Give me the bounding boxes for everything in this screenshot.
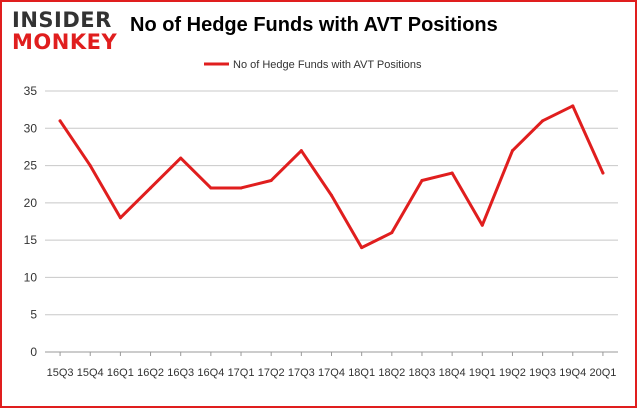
data-point <box>360 246 364 250</box>
x-tick-label: 19Q1 <box>469 367 496 379</box>
y-tick-label: 0 <box>30 345 37 359</box>
legend: No of Hedge Funds with AVT Positions <box>204 59 422 71</box>
logo-line-1: INSIDER <box>12 8 112 32</box>
y-tick-label: 25 <box>24 159 38 173</box>
data-point <box>149 186 153 190</box>
data-point <box>88 164 92 168</box>
y-tick-label: 10 <box>24 270 38 284</box>
data-point <box>420 178 424 182</box>
x-tick-label: 19Q3 <box>529 367 556 379</box>
logo-line-2: MONKEY <box>12 30 118 54</box>
series-group <box>58 104 605 250</box>
x-tick-label: 18Q1 <box>348 367 375 379</box>
y-tick-label: 20 <box>24 196 38 210</box>
x-tick-label: 18Q3 <box>409 367 436 379</box>
data-point <box>179 156 183 160</box>
x-tick-label: 19Q4 <box>559 367 586 379</box>
y-tick-label: 5 <box>30 308 37 322</box>
x-tick-label: 19Q2 <box>499 367 526 379</box>
data-point <box>450 171 454 175</box>
data-point <box>118 216 122 220</box>
x-axis-ticks: 15Q3 15Q4 16Q1 16Q2 16Q3 16Q4 17Q1 17Q2 17Q3 17Q4… <box>47 352 616 379</box>
x-tick-label: 15Q4 <box>77 367 104 379</box>
data-point <box>58 119 62 123</box>
x-tick-label: 17Q2 <box>258 367 285 379</box>
x-tick-label: 16Q4 <box>197 367 224 379</box>
y-axis-ticks: 0 5 10 15 20 25 30 35 <box>24 84 38 359</box>
data-point <box>209 186 213 190</box>
x-tick-label: 17Q3 <box>288 367 315 379</box>
y-tick-label: 35 <box>24 84 38 98</box>
gridlines <box>45 90 618 316</box>
x-tick-label: 16Q1 <box>107 367 134 379</box>
x-tick-label: 18Q2 <box>378 367 405 379</box>
data-point <box>571 104 575 108</box>
x-tick-label: 18Q4 <box>439 367 466 379</box>
chart-title: No of Hedge Funds with AVT Positions <box>130 14 498 36</box>
x-tick-label: 16Q3 <box>167 367 194 379</box>
x-tick-label: 15Q3 <box>47 367 74 379</box>
data-point <box>269 178 273 182</box>
x-tick-label: 17Q1 <box>228 367 255 379</box>
data-point <box>330 193 333 197</box>
data-point <box>299 149 303 153</box>
data-point <box>510 149 514 153</box>
insider-monkey-logo: INSIDER MONKEY <box>12 9 122 55</box>
data-point <box>239 186 243 190</box>
x-tick-label: 16Q2 <box>137 367 164 379</box>
data-point <box>601 171 605 175</box>
x-tick-label: 17Q4 <box>318 367 345 379</box>
y-tick-label: 15 <box>24 233 38 247</box>
series-line <box>58 104 605 250</box>
x-tick-label: 20Q1 <box>589 367 616 379</box>
data-point <box>480 223 484 227</box>
y-tick-label: 30 <box>24 121 38 135</box>
data-point <box>390 231 394 235</box>
data-point <box>541 119 545 123</box>
legend-label: No of Hedge Funds with AVT Positions <box>233 59 422 71</box>
